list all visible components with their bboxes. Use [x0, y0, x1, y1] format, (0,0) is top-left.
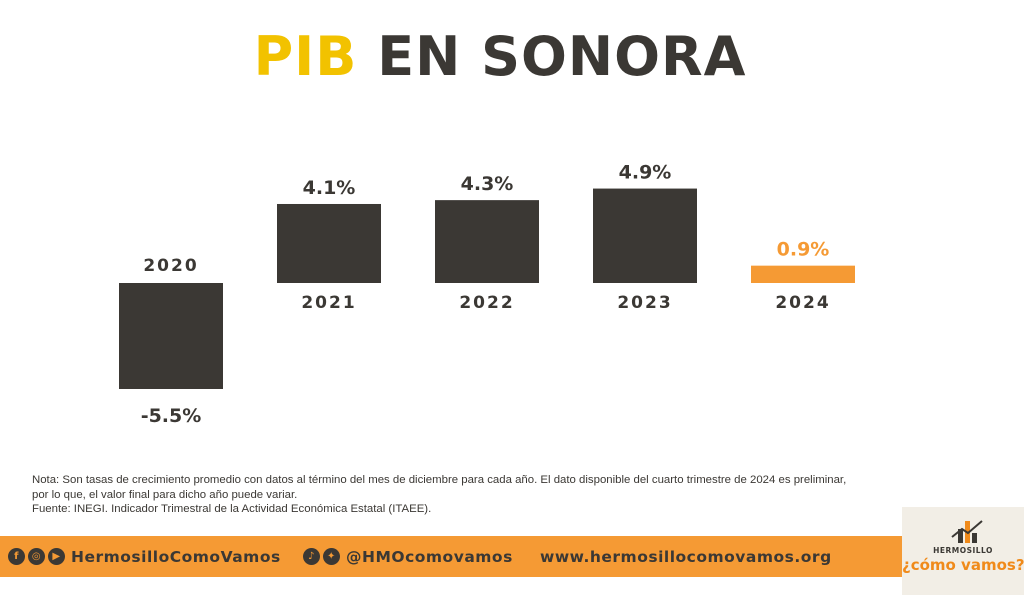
chart-note: Nota: Son tasas de crecimiento promedio … — [32, 473, 932, 517]
value-label-2024: 0.9% — [777, 239, 830, 261]
tiktok-icon[interactable]: ♪ — [303, 548, 320, 565]
bar-2022 — [435, 200, 539, 283]
category-label-2020: 2020 — [143, 256, 198, 276]
bar-2020 — [119, 283, 223, 389]
social-group-short[interactable]: ♪ ✦ @HMOcomovamos — [303, 536, 513, 577]
category-label-2024: 2024 — [775, 293, 830, 313]
website-link[interactable]: www.hermosillocomovamos.org — [540, 536, 832, 577]
category-label-2022: 2022 — [459, 293, 514, 313]
category-label-2023: 2023 — [617, 293, 672, 313]
footer-bar: f ◎ ▶ HermosilloComoVamos ♪ ✦ @HMOcomova… — [0, 536, 1024, 577]
note-line-1: Nota: Son tasas de crecimiento promedio … — [32, 474, 847, 486]
brand-logo: HERMOSILLO ¿cómo vamos? — [902, 507, 1024, 595]
value-label-2021: 4.1% — [303, 177, 356, 199]
social-handle-main[interactable]: HermosilloComoVamos — [71, 547, 281, 566]
instagram-icon[interactable]: ◎ — [28, 548, 45, 565]
note-line-2: por lo que, el valor final para dicho añ… — [32, 488, 298, 501]
logo-top-text: HERMOSILLO — [933, 546, 993, 555]
category-label-2021: 2021 — [301, 293, 356, 313]
growth-chart-icon — [951, 520, 983, 543]
value-label-2022: 4.3% — [461, 173, 514, 195]
note-line-3: Fuente: INEGI. Indicador Trimestral de l… — [32, 503, 432, 515]
twitter-icon[interactable]: ✦ — [323, 548, 340, 565]
bar-2023 — [593, 188, 697, 283]
bar-chart: -5.5% 2020 4.1% 2021 4.3% 2022 4.9% 2023 0.9% 202… — [119, 162, 855, 427]
youtube-icon[interactable]: ▶ — [48, 548, 65, 565]
social-group-main[interactable]: f ◎ ▶ HermosilloComoVamos — [8, 536, 281, 577]
social-handle-short[interactable]: @HMOcomovamos — [346, 547, 513, 566]
facebook-icon[interactable]: f — [8, 548, 25, 565]
title-highlight: PIB — [253, 25, 358, 88]
logo-main-text: ¿cómo vamos? — [902, 556, 1024, 574]
value-label-2023: 4.9% — [619, 162, 672, 184]
title-main: EN SONORA — [377, 25, 747, 88]
bar-2024 — [751, 265, 855, 283]
value-label-2020: -5.5% — [141, 405, 202, 427]
website-url[interactable]: www.hermosillocomovamos.org — [540, 547, 832, 566]
bar-2021 — [277, 203, 381, 283]
page-title: PIB EN SONORA — [0, 22, 1000, 92]
